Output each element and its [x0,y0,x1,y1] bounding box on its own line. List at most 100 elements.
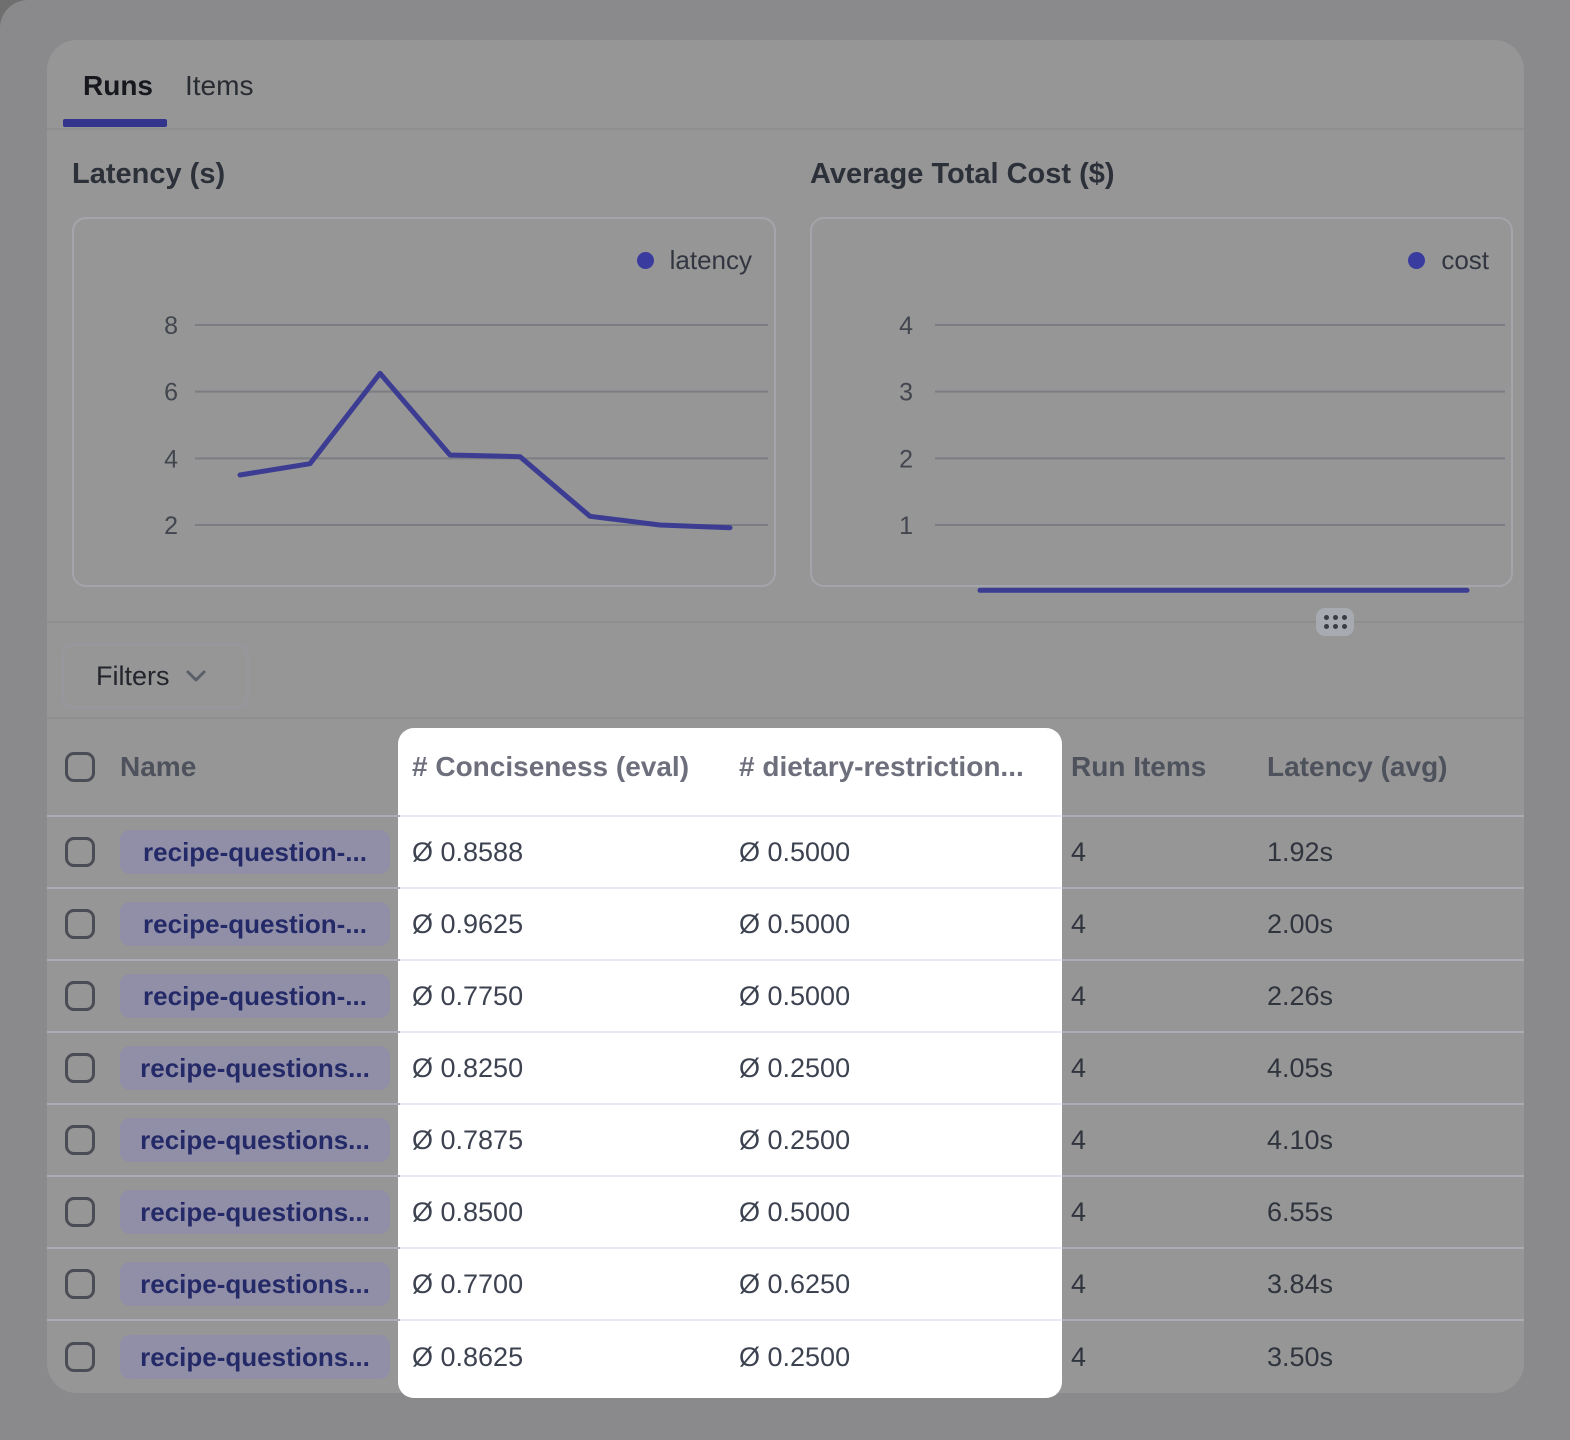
table-row: recipe-questions... Ø 0.7875 Ø 0.2500 4 4.10… [47,1105,1524,1177]
table-row: recipe-questions... Ø 0.7700 Ø 0.6250 4 3.84… [47,1249,1524,1321]
row-checkbox[interactable] [65,909,95,939]
cost-chart: 1 2 3 4 [899,312,1505,593]
svg-text:4: 4 [164,445,178,473]
conciseness-score-cell: Ø 0.9625 [400,889,730,961]
conciseness-score-cell: Ø 0.8588 [400,817,730,889]
run-name-badge[interactable]: recipe-questions... [120,1046,390,1090]
latency-chart: 2 4 6 8 [164,312,768,540]
tabs-divider [47,128,1524,130]
filters-button[interactable]: Filters [62,644,249,708]
table-row: recipe-questions... Ø 0.8500 Ø 0.5000 4 6.55… [47,1177,1524,1249]
chevron-down-icon [186,670,205,682]
dietary-restriction-score-cell: Ø 0.2500 [730,1033,1062,1105]
run-name-cell: recipe-questions... [110,1321,400,1393]
legend-label: latency [669,245,752,275]
run-items-cell: 4 [1062,889,1255,961]
run-items-cell: 4 [1071,1341,1087,1372]
cost-chart-panel: 1 2 3 4 cost [810,217,1513,593]
row-checkbox-cell [47,1321,110,1393]
cost-legend: cost [1408,245,1489,276]
latency-chart-title: Latency (s) [72,158,226,190]
column-header-conciseness[interactable]: # Conciseness (eval) [400,719,730,817]
run-name-cell: recipe-questions... [110,1249,400,1321]
table-header-row: Name # Conciseness (eval) # dietary-rest… [47,719,1524,817]
row-checkbox-cell [47,1249,110,1321]
legend-dot-icon [1408,252,1426,269]
latency-avg-cell: 4.05s [1255,1033,1524,1105]
charts-divider [47,621,1524,623]
tab-runs[interactable]: Runs [83,70,153,101]
conciseness-score-cell: Ø 0.8625 [412,1341,524,1372]
grip-dots-icon [1323,615,1347,629]
column-header-dietary-restriction[interactable]: # dietary-restriction... [730,719,1062,817]
run-name-badge[interactable]: recipe-questions... [120,1335,390,1379]
column-header-latency-avg[interactable]: Latency (avg) [1255,719,1524,817]
row-checkbox-cell [47,817,110,889]
run-name-badge[interactable]: recipe-question-... [120,974,390,1018]
conciseness-score-cell: Ø 0.7700 [400,1249,730,1321]
latency-legend: latency [636,245,752,276]
row-checkbox[interactable] [65,1053,95,1083]
select-all-checkbox[interactable] [65,752,95,782]
conciseness-score-cell: Ø 0.7750 [400,961,730,1033]
row-checkbox-cell [47,961,110,1033]
svg-text:3: 3 [899,379,913,407]
tab-items[interactable]: Items [185,70,254,101]
table-row: recipe-question-... Ø 0.9625 Ø 0.5000 4 2.00… [47,889,1524,961]
run-name-cell: recipe-questions... [110,1177,400,1249]
filters-label: Filters [96,660,170,691]
column-header-name[interactable]: Name [110,719,400,817]
run-items-cell: 4 [1062,1033,1255,1105]
run-items-cell: 4 [1062,1105,1255,1177]
run-name-badge[interactable]: recipe-question-... [120,830,390,874]
dietary-restriction-score-cell: Ø 0.6250 [730,1249,1062,1321]
dietary-restriction-score-cell: Ø 0.2500 [739,1341,851,1372]
svg-text:2: 2 [164,512,178,540]
drag-handle[interactable] [1316,608,1354,636]
dietary-restriction-score-cell: Ø 0.5000 [730,817,1062,889]
run-name-cell: recipe-questions... [110,1105,400,1177]
table-row: recipe-questions... Ø 0.8250 Ø 0.2500 4 4.05… [47,1033,1524,1105]
runs-table: Name # Conciseness (eval) # dietary-rest… [47,717,1524,1393]
row-checkbox-cell [47,1105,110,1177]
table-body: recipe-question-... Ø 0.8588 Ø 0.5000 4 1.92… [47,817,1524,1393]
svg-text:2: 2 [899,445,913,473]
dietary-restriction-score-cell: Ø 0.5000 [730,889,1062,961]
latency-avg-cell: 3.84s [1255,1249,1524,1321]
row-checkbox[interactable] [65,981,95,1011]
run-items-cell: 4 [1062,961,1255,1033]
run-items-cell: 4 [1062,1249,1255,1321]
row-checkbox[interactable] [65,837,95,867]
run-name-badge[interactable]: recipe-questions... [120,1190,390,1234]
header-checkbox-cell [47,719,110,817]
run-name-cell: recipe-question-... [110,961,400,1033]
latency-chart-panel: 2 4 6 8 latency [72,217,776,587]
latency-avg-cell: 2.00s [1255,889,1524,961]
column-highlight-overlay [398,728,1062,1398]
latency-avg-cell: 6.55s [1255,1177,1524,1249]
run-name-badge[interactable]: recipe-questions... [120,1118,390,1162]
run-items-cell: 4 [1062,817,1255,889]
svg-text:6: 6 [164,379,178,407]
row-checkbox[interactable] [65,1197,95,1227]
row-checkbox[interactable] [65,1125,95,1155]
row-checkbox-cell [47,1177,110,1249]
conciseness-score-cell: Ø 0.7875 [400,1105,730,1177]
latency-avg-cell: 1.92s [1255,817,1524,889]
run-name-badge[interactable]: recipe-questions... [120,1262,390,1306]
svg-text:8: 8 [164,312,178,340]
svg-text:4: 4 [899,312,913,340]
run-name-badge[interactable]: recipe-question-... [120,902,390,946]
table-row: recipe-question-... Ø 0.7750 Ø 0.5000 4 2.26… [47,961,1524,1033]
run-name-cell: recipe-questions... [110,1033,400,1105]
column-header-run-items[interactable]: Run Items [1062,719,1255,817]
legend-label: cost [1441,245,1489,275]
active-tab-underline [63,119,167,127]
conciseness-score-cell: Ø 0.8500 [400,1177,730,1249]
row-checkbox[interactable] [65,1269,95,1299]
table-row: recipe-question-... Ø 0.8588 Ø 0.5000 4 1.92… [47,817,1524,889]
row-checkbox[interactable] [65,1342,95,1372]
run-name-cell: recipe-question-... [110,817,400,889]
latency-avg-cell: 2.26s [1255,961,1524,1033]
